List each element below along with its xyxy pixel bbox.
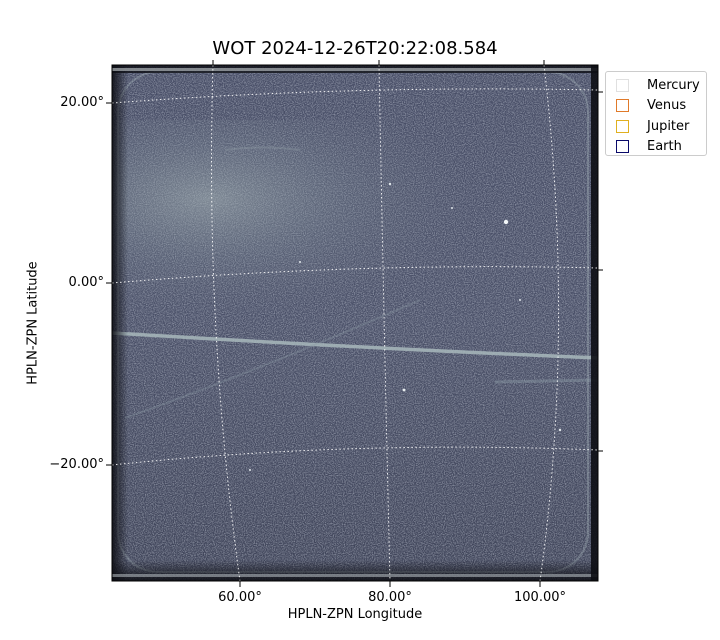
y-tick-label: 0.00°	[68, 275, 104, 290]
coordinate-grid	[112, 65, 598, 581]
legend-swatch	[616, 140, 629, 154]
y-axis-label: HPLN-ZPN Latitude	[25, 261, 41, 385]
legend-label: Earth	[647, 139, 682, 155]
sky-image	[112, 65, 598, 581]
x-tick-marks	[212, 60, 545, 587]
legend: Mercury Venus Jupiter Earth	[605, 71, 707, 156]
y-tick-label: −20.00°	[49, 457, 104, 472]
legend-item-venus: Venus	[616, 96, 706, 117]
y-tick-label: 20.00°	[60, 95, 104, 110]
y-tick-marks	[106, 91, 603, 466]
legend-swatch	[616, 99, 629, 113]
legend-swatch	[616, 78, 629, 92]
x-tick-label: 100.00°	[514, 590, 566, 605]
legend-swatch	[616, 119, 629, 133]
axes-frame	[111, 64, 599, 582]
legend-item-earth: Earth	[616, 137, 706, 158]
legend-item-jupiter: Jupiter	[616, 116, 706, 137]
legend-item-mercury: Mercury	[616, 75, 706, 96]
plot-title: WOT 2024-12-26T20:22:08.584	[212, 38, 498, 59]
streak-main	[112, 331, 598, 360]
legend-label: Mercury	[647, 77, 700, 93]
x-tick-label: 60.00°	[218, 590, 262, 605]
streak-faint	[124, 299, 421, 419]
streak-right	[494, 378, 598, 384]
legend-label: Venus	[647, 98, 687, 114]
x-tick-label: 80.00°	[368, 590, 412, 605]
legend-label: Jupiter	[647, 118, 690, 134]
x-axis-label: HPLN-ZPN Longitude	[287, 607, 423, 622]
